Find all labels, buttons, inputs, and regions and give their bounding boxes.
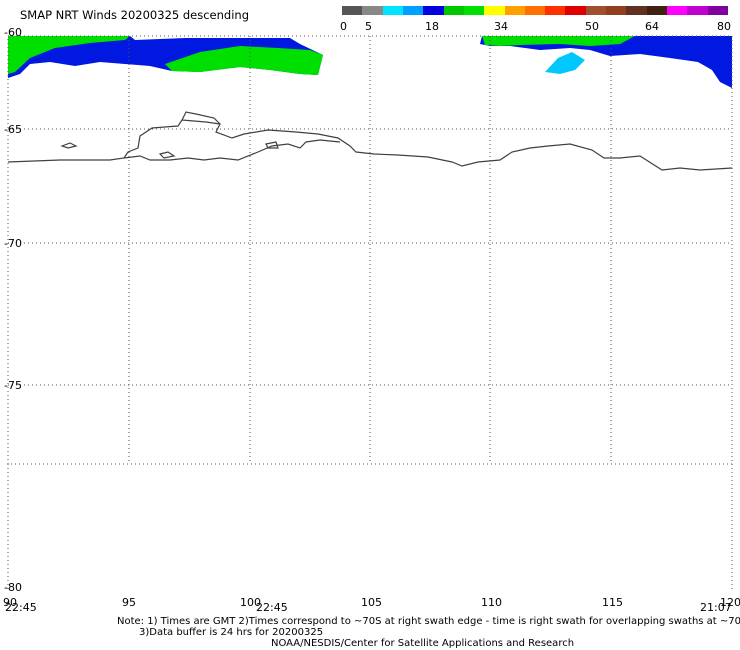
colorbar-segment: [362, 6, 383, 15]
lon-label: 120: [720, 596, 740, 609]
lon-label: 100: [240, 596, 261, 609]
lon-label: 110: [481, 596, 502, 609]
colorbar-segment: [524, 6, 546, 15]
map-title: SMAP NRT Winds 20200325 descending: [20, 8, 249, 22]
colorbar-segment: [565, 6, 586, 15]
colorbar-segment: [443, 6, 464, 15]
lon-label: 90: [3, 596, 17, 609]
lat-label: -70: [4, 237, 22, 250]
colorbar-segment: [626, 6, 647, 15]
colorbar-segment: [687, 6, 708, 15]
colorbar-label: 64: [645, 20, 659, 33]
lon-label: 95: [122, 596, 136, 609]
colorbar-segment: [585, 6, 607, 15]
time-label: 21:07: [700, 601, 732, 614]
colorbar-segment: [667, 6, 688, 15]
colorbar-label: 34: [494, 20, 508, 33]
colorbar-segment: [646, 6, 667, 15]
lon-label: 115: [602, 596, 623, 609]
lat-label: -80: [4, 581, 22, 594]
colorbar-segment: [463, 6, 485, 15]
colorbar-segment: [382, 6, 403, 15]
wind-swath-left-green-a: [8, 36, 130, 74]
colorbar-label: 5: [365, 20, 372, 33]
wind-swath-left-green-b: [165, 46, 323, 75]
colorbar-segment: [342, 6, 363, 15]
note-line-3: NOAA/NESDIS/Center for Satellite Applica…: [271, 638, 575, 649]
time-label: 22:45: [256, 601, 288, 614]
colorbar-label: 0: [340, 20, 347, 33]
wind-swath-right: [480, 36, 732, 88]
lat-label: -65: [4, 123, 22, 136]
lon-label: 105: [361, 596, 382, 609]
lat-label: -75: [4, 379, 22, 392]
lat-label: -60: [4, 26, 22, 39]
colorbar-label: 50: [585, 20, 599, 33]
colorbar-segment: [484, 6, 505, 15]
wind-swath-right-cyan: [545, 52, 585, 74]
note-line-1: Note: 1) Times are GMT 2)Times correspon…: [117, 616, 740, 627]
wind-speed-colorbar: [342, 6, 728, 15]
colorbar-segment: [504, 6, 525, 15]
grid-lines: [8, 36, 732, 464]
colorbar-segment: [606, 6, 627, 15]
note-line-2: 3)Data buffer is 24 hrs for 20200325: [139, 627, 324, 638]
colorbar-segment: [707, 6, 728, 15]
colorbar-label: 80: [717, 20, 731, 33]
time-label: 22:45: [5, 601, 37, 614]
colorbar-label: 18: [425, 20, 439, 33]
colorbar-segment: [545, 6, 566, 15]
colorbar-segment: [402, 6, 424, 15]
wind-swath-right-green: [482, 36, 635, 46]
colorbar-segment: [423, 6, 444, 15]
antarctic-coastline: [7, 111, 733, 171]
